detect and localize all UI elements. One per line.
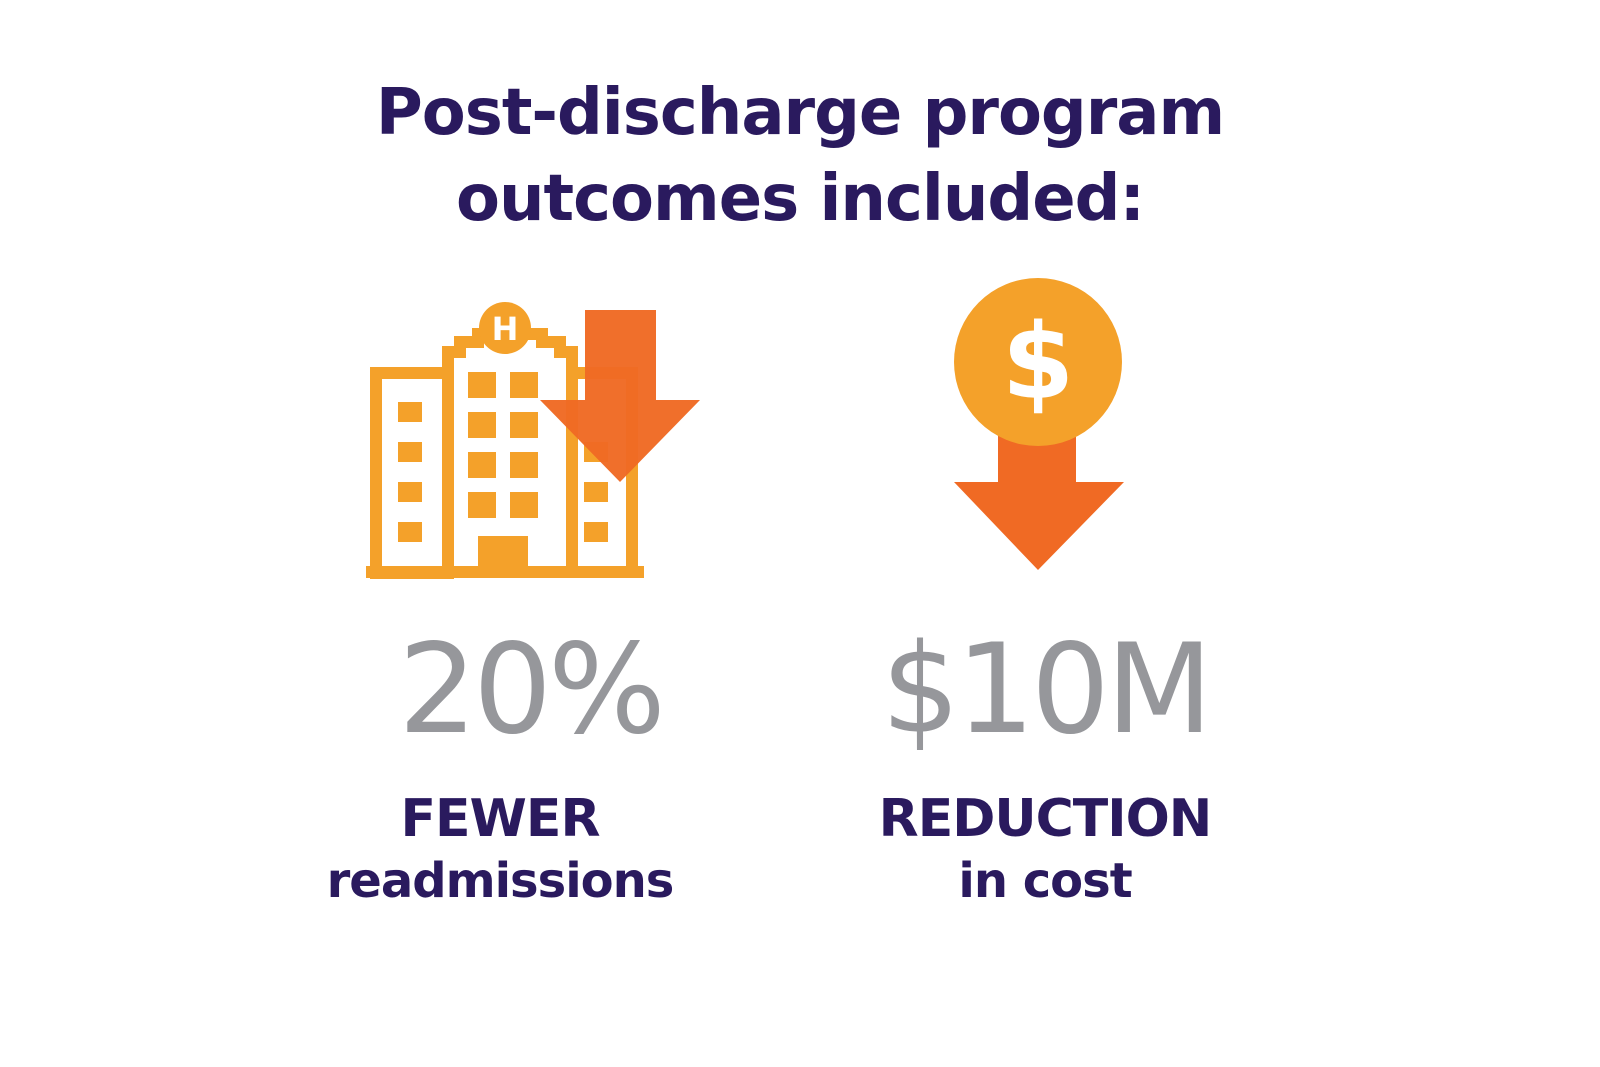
- stat-label-upper: FEWER: [400, 789, 601, 849]
- stat-label-cost: REDUCTION in cost: [840, 788, 1250, 912]
- hospital-icon: H: [366, 302, 700, 579]
- page-title: Post-discharge program outcomes included…: [300, 70, 1300, 242]
- title-line-2: outcomes included:: [455, 162, 1145, 236]
- coin-dollar-symbol: $: [1002, 301, 1074, 423]
- stat-value-cost: $10M: [881, 618, 1213, 762]
- dollar-coin-icon: $: [954, 278, 1124, 570]
- stat-label-lower: in cost: [958, 853, 1132, 909]
- title-line-1: Post-discharge program: [375, 76, 1225, 150]
- stat-value-readmissions: 20%: [398, 618, 666, 762]
- down-arrow-icon: [954, 430, 1124, 570]
- stat-label-upper: REDUCTION: [878, 789, 1213, 849]
- down-arrow-icon: [540, 310, 700, 482]
- stat-label-lower: readmissions: [326, 853, 675, 909]
- hospital-sign-letter: H: [492, 310, 519, 348]
- stat-label-readmissions: FEWER readmissions: [300, 788, 700, 912]
